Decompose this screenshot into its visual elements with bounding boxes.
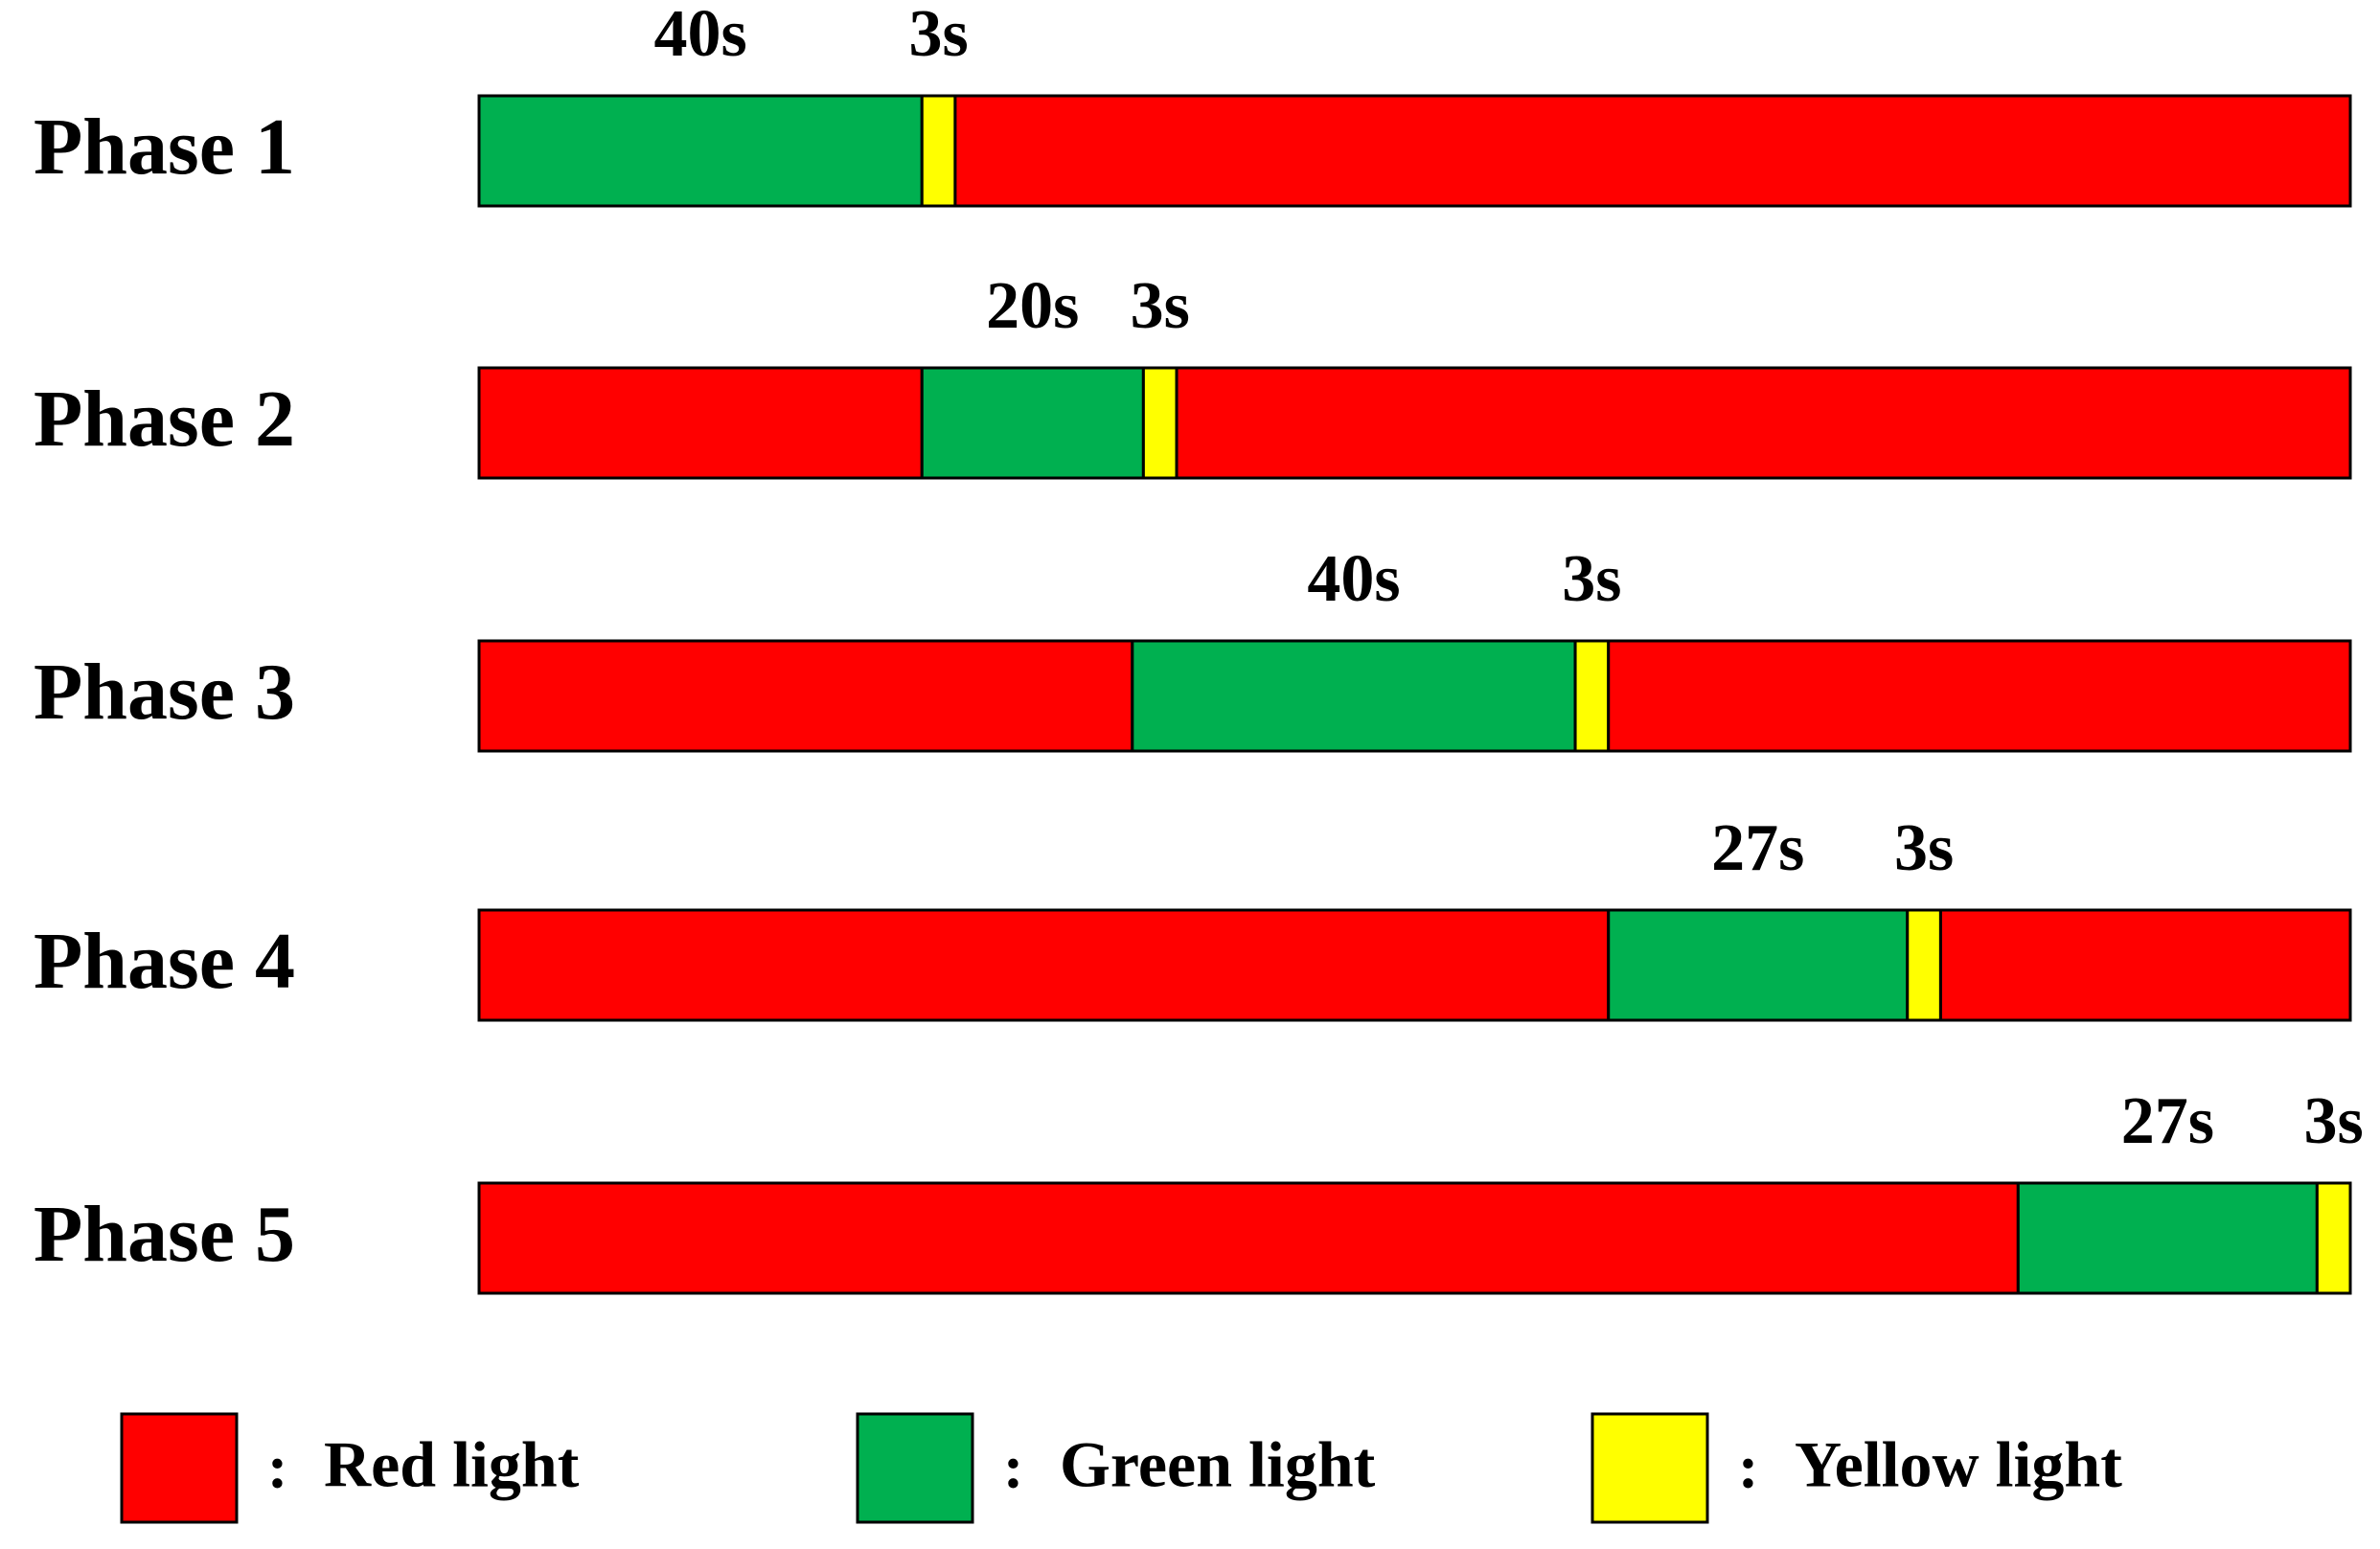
phase-label: Phase 2	[34, 375, 295, 464]
phase-label: Phase 4	[34, 917, 295, 1006]
light-segment	[1906, 908, 1942, 1022]
legend-swatch	[856, 1412, 974, 1524]
legend-swatch	[1590, 1412, 1709, 1524]
duration-label: 3s	[908, 0, 968, 71]
light-segment	[953, 94, 2352, 208]
legend-separator: :	[1003, 1433, 1023, 1501]
light-segment	[477, 1181, 2020, 1295]
duration-label: 20s	[986, 269, 1079, 343]
duration-label: 3s	[1562, 542, 1621, 616]
duration-label: 3s	[1131, 269, 1190, 343]
phase-label: Phase 1	[34, 103, 295, 192]
light-segment	[1573, 639, 1611, 753]
phase-label: Phase 3	[34, 648, 295, 737]
duration-label: 3s	[2304, 1084, 2364, 1158]
light-segment	[1938, 908, 2352, 1022]
light-segment	[477, 366, 924, 480]
light-segment	[1141, 366, 1179, 480]
light-segment	[477, 908, 1611, 1022]
duration-label: 40s	[653, 0, 746, 71]
light-segment	[477, 94, 924, 208]
legend-swatch	[120, 1412, 239, 1524]
light-segment	[477, 639, 1134, 753]
duration-label: 3s	[1894, 811, 1954, 885]
light-segment	[1607, 639, 2352, 753]
phase-label: Phase 5	[34, 1190, 295, 1279]
light-segment	[2016, 1181, 2319, 1295]
duration-label: 27s	[2121, 1084, 2214, 1158]
light-segment	[920, 94, 957, 208]
legend-separator: :	[1738, 1433, 1758, 1501]
light-segment	[920, 366, 1145, 480]
legend-label: Green light	[1060, 1428, 1376, 1501]
light-segment	[1131, 639, 1577, 753]
light-segment	[1607, 908, 1910, 1022]
light-segment	[2315, 1181, 2352, 1295]
legend-label: Red light	[324, 1428, 580, 1501]
light-segment	[1175, 366, 2352, 480]
legend-label: Yellow light	[1795, 1428, 2122, 1501]
legend-separator: :	[267, 1433, 287, 1501]
duration-label: 40s	[1307, 542, 1400, 616]
duration-label: 27s	[1711, 811, 1804, 885]
